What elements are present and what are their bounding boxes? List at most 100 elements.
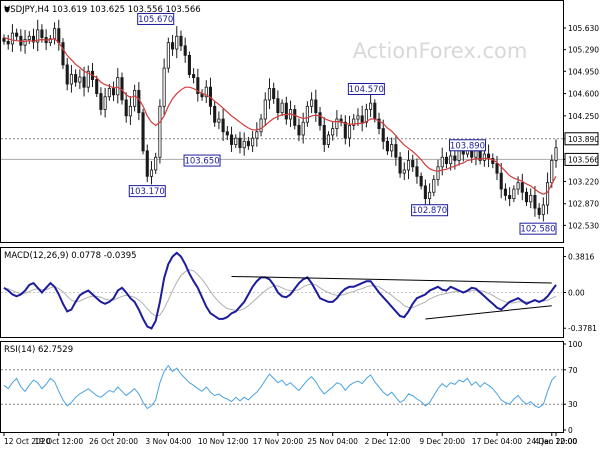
price-annotation-label: 103.650 xyxy=(184,157,219,167)
candle-body xyxy=(373,102,377,120)
candle-body xyxy=(99,93,103,110)
candle-body xyxy=(149,169,154,177)
candle-body xyxy=(175,35,179,50)
candle-body xyxy=(487,153,491,159)
macd-line xyxy=(3,251,557,330)
candle-body xyxy=(251,137,255,147)
candle-body xyxy=(124,99,128,117)
rsi-axis-label: 30 xyxy=(568,400,578,409)
candle-body xyxy=(23,39,27,46)
price-annotation-box xyxy=(411,204,449,217)
price-annotation-box xyxy=(519,222,557,235)
price-axis-label: 102.530 xyxy=(568,221,599,230)
macd-trendlines xyxy=(231,275,552,320)
candle-body xyxy=(31,35,36,43)
price-annotation-box xyxy=(347,82,385,95)
candle-body xyxy=(128,105,132,117)
candle-body xyxy=(221,118,225,133)
candle-body xyxy=(364,109,368,123)
candle-body xyxy=(398,156,402,174)
candle-body xyxy=(204,86,208,98)
candle-body xyxy=(187,54,191,75)
price-axis-label: 105.290 xyxy=(568,46,599,55)
candle-body xyxy=(524,191,529,203)
price-annotation-box xyxy=(128,185,166,198)
candle-body xyxy=(310,99,314,107)
price-annotation-label: 105.670 xyxy=(138,15,173,25)
candle-body xyxy=(145,150,149,177)
candle-body xyxy=(499,172,503,190)
candle-body xyxy=(406,160,411,171)
candle-body xyxy=(255,131,259,139)
candle-body xyxy=(2,37,6,42)
price-axis-label: 103.890 xyxy=(568,135,599,144)
candle-body xyxy=(166,42,170,69)
candle-body xyxy=(170,42,175,50)
candle-body xyxy=(390,144,394,152)
candle-body xyxy=(428,191,432,200)
candle-body xyxy=(40,29,44,38)
candle-body xyxy=(133,89,137,107)
macd-panel-title: MACD(12,26,9) 0.0778 -0.0395 xyxy=(4,251,137,261)
price-candles xyxy=(2,19,558,222)
price-axis-label: 102.870 xyxy=(568,200,599,209)
candle-body xyxy=(284,102,288,120)
candle-body xyxy=(27,35,31,40)
candle-body xyxy=(15,32,19,37)
candle-body xyxy=(453,155,457,161)
price-annotations: 105.670 103.650 103.170 104.570 103.890 102.8… xyxy=(128,12,557,235)
candle-body xyxy=(457,150,461,161)
candle-body xyxy=(508,195,512,200)
time-axis-label: 17 Nov 20:00 xyxy=(253,437,304,446)
macd-trendline xyxy=(425,305,552,320)
candle-body xyxy=(301,121,305,136)
macd-axis: 0.3816 0.00 -0.3781 xyxy=(563,252,597,333)
candle-body xyxy=(293,109,297,126)
candle-body xyxy=(242,140,246,149)
candle-body xyxy=(347,125,352,139)
time-axis-label: 9 Dec 20:00 xyxy=(419,437,465,446)
candle-body xyxy=(53,28,57,40)
candle-body xyxy=(440,156,444,168)
candle-body xyxy=(482,153,486,161)
candle-body xyxy=(360,115,364,123)
price-axis-label: 104.950 xyxy=(568,67,599,76)
candle-body xyxy=(394,144,398,158)
candle-body xyxy=(369,102,373,110)
candle-body xyxy=(267,88,272,101)
candle-body xyxy=(183,45,187,56)
candle-body xyxy=(276,98,280,114)
candle-body xyxy=(57,28,61,44)
candle-body xyxy=(179,35,183,47)
price-horizontal-lines xyxy=(1,138,563,160)
candle-body xyxy=(246,140,250,147)
rsi-axis-label: 0 xyxy=(568,426,573,435)
candle-body xyxy=(516,182,520,190)
time-axis-label: 10 Nov 12:00 xyxy=(198,437,249,446)
candle-body xyxy=(217,118,221,123)
candle-body xyxy=(225,131,229,136)
candle-body xyxy=(331,128,335,136)
price-panel-arrow-icon: ▼ xyxy=(4,5,11,14)
candle-body xyxy=(263,99,267,120)
price-axis-label: 104.600 xyxy=(568,90,599,99)
price-axis-label: 103.566 xyxy=(568,155,599,164)
candle-body xyxy=(554,147,558,161)
price-annotation-label: 104.570 xyxy=(349,85,384,95)
candle-body xyxy=(419,175,423,187)
candle-body xyxy=(82,76,86,88)
candle-body xyxy=(402,169,406,174)
candle-body xyxy=(550,160,554,184)
price-annotation-label: 103.170 xyxy=(130,187,165,197)
price-annotation-label: 103.890 xyxy=(450,141,485,151)
candle-body xyxy=(112,88,116,96)
price-axis-label: 104.250 xyxy=(568,112,599,121)
candle-body xyxy=(503,188,507,196)
candle-body xyxy=(541,204,545,215)
price-axis: 105.630 105.290 104.950 104.600 104.250 103.8… xyxy=(563,24,599,230)
price-tag-box xyxy=(564,132,599,146)
candle-body xyxy=(234,137,238,145)
price-axis-label: 103.220 xyxy=(568,177,599,186)
